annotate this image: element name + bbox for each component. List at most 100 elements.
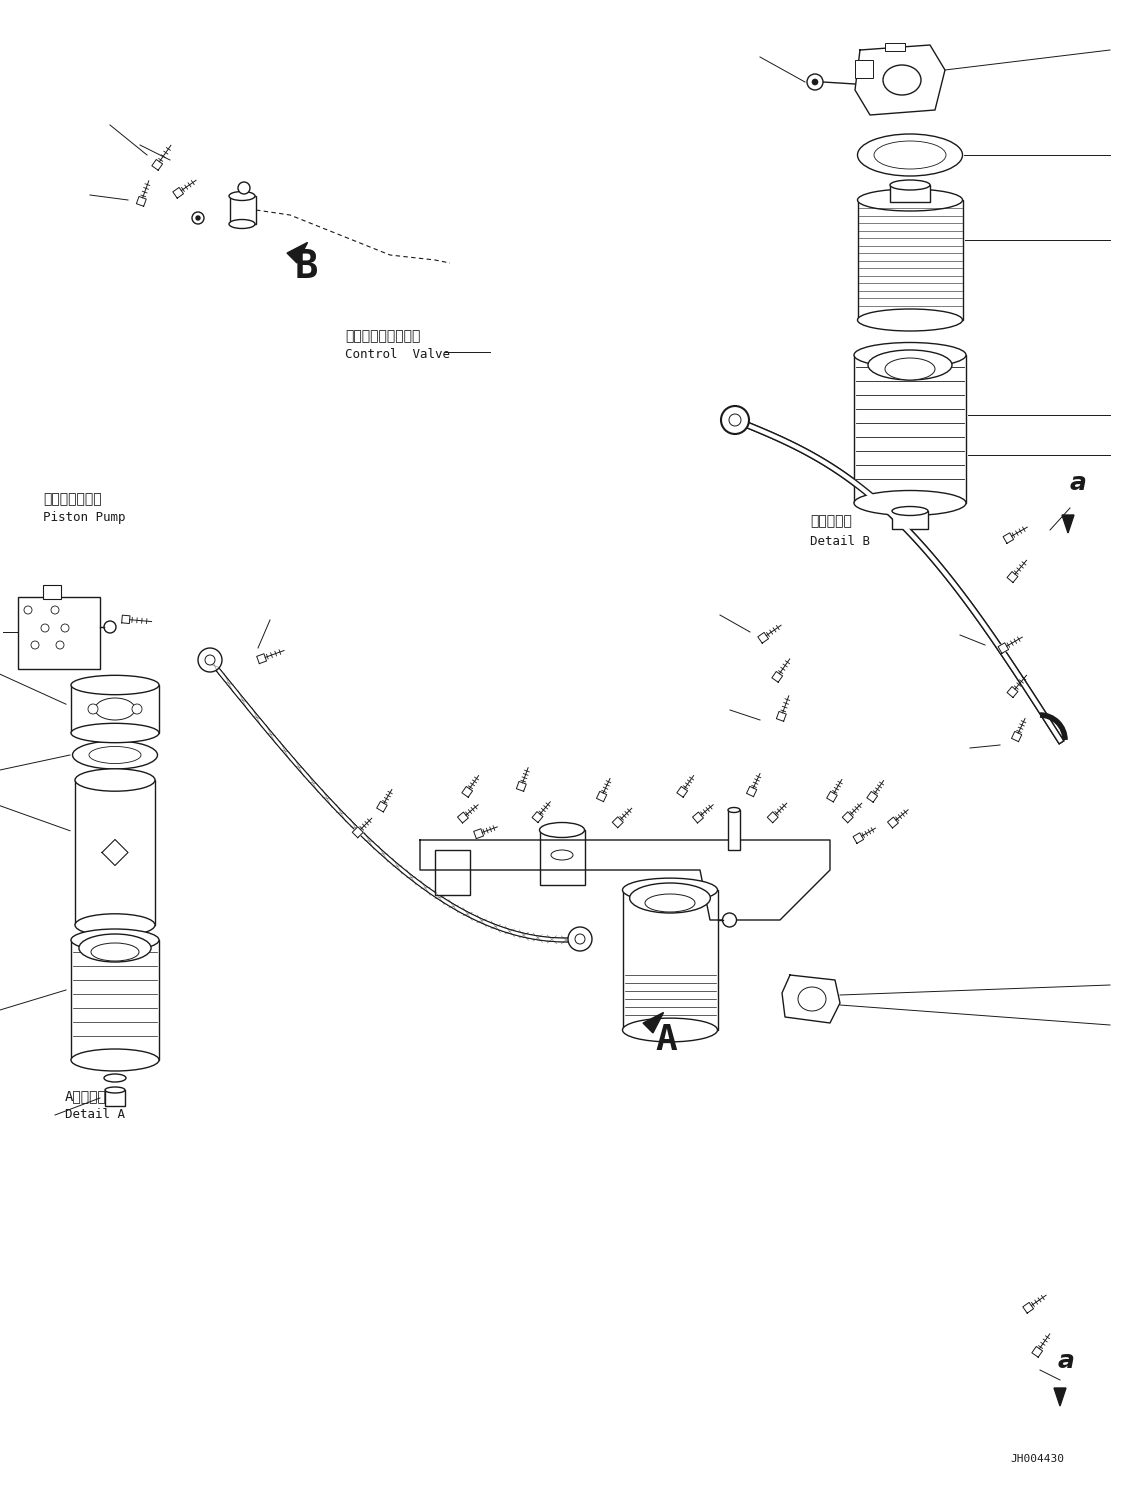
Bar [435,850,469,895]
Text: B: B [295,248,318,286]
Circle shape [198,648,222,671]
Ellipse shape [76,768,155,791]
Circle shape [132,704,142,715]
Ellipse shape [858,309,963,331]
Text: A　詳　細: A 詳 細 [65,1089,106,1103]
Bar [44,585,61,598]
Ellipse shape [71,930,159,950]
Bar [76,780,155,925]
Text: a: a [1058,1349,1075,1373]
Ellipse shape [539,822,584,837]
Circle shape [575,934,585,944]
Polygon shape [152,160,163,170]
Ellipse shape [229,219,255,228]
Polygon shape [461,786,473,797]
Polygon shape [136,197,147,206]
Polygon shape [855,45,945,115]
Circle shape [24,606,32,615]
Polygon shape [613,816,623,828]
Circle shape [568,927,592,950]
Polygon shape [1011,731,1021,742]
Polygon shape [121,615,131,624]
Polygon shape [353,827,363,837]
Polygon shape [1022,1303,1034,1313]
Ellipse shape [645,894,695,912]
Ellipse shape [90,943,139,961]
Circle shape [88,704,98,715]
Text: Piston Pump: Piston Pump [44,510,126,524]
Polygon shape [1008,571,1018,582]
Polygon shape [782,974,840,1024]
Ellipse shape [104,1074,126,1082]
Polygon shape [853,833,863,843]
Bar [858,200,963,319]
Bar [230,195,256,224]
Circle shape [52,606,60,615]
Circle shape [238,182,250,194]
Bar [623,891,718,1029]
Polygon shape [532,812,543,822]
Ellipse shape [623,879,718,901]
Bar [885,43,905,51]
Ellipse shape [79,934,151,962]
Circle shape [807,75,823,90]
Ellipse shape [89,746,141,764]
Bar [854,355,966,503]
Polygon shape [693,812,703,824]
Ellipse shape [105,1088,125,1094]
Polygon shape [287,242,308,263]
Ellipse shape [71,1049,159,1071]
Bar [890,185,930,201]
Bar [728,810,740,850]
Circle shape [192,212,204,224]
Text: JH004430: JH004430 [1010,1455,1064,1464]
Text: 日　詳　細: 日 詳 細 [810,515,852,528]
Polygon shape [772,671,782,682]
Ellipse shape [858,134,963,176]
Polygon shape [887,818,899,828]
Polygon shape [420,840,830,921]
Text: ピストンポンプ: ピストンポンプ [44,492,102,506]
Polygon shape [776,712,787,721]
Ellipse shape [868,351,951,380]
Polygon shape [843,812,853,822]
Polygon shape [597,791,607,801]
Ellipse shape [854,343,966,367]
Ellipse shape [72,742,158,768]
Ellipse shape [728,807,740,813]
Ellipse shape [229,191,255,200]
Polygon shape [256,653,267,664]
Polygon shape [758,633,768,643]
Bar [892,510,927,530]
Ellipse shape [623,1018,718,1041]
Bar [71,685,159,733]
Ellipse shape [885,358,935,380]
Bar [540,830,585,885]
Text: コントロールバルブ: コントロールバルブ [345,330,420,343]
Ellipse shape [854,491,966,516]
Text: a: a [1069,471,1087,495]
Polygon shape [1063,515,1074,533]
Circle shape [722,913,736,927]
Ellipse shape [858,189,963,210]
Polygon shape [516,782,527,791]
Circle shape [205,655,215,665]
Polygon shape [747,786,757,797]
Polygon shape [1003,533,1013,543]
Polygon shape [173,188,183,198]
Ellipse shape [874,142,946,169]
Circle shape [721,406,749,434]
Text: Detail B: Detail B [810,536,870,548]
Circle shape [729,413,741,427]
Polygon shape [677,786,687,797]
Polygon shape [1008,686,1018,697]
Polygon shape [377,801,387,812]
Text: Detail A: Detail A [65,1109,125,1120]
Ellipse shape [630,883,710,913]
Bar [71,940,159,1059]
Polygon shape [1032,1346,1043,1358]
Polygon shape [827,791,837,801]
Polygon shape [1055,1388,1066,1405]
Ellipse shape [95,698,135,721]
Polygon shape [643,1013,664,1032]
